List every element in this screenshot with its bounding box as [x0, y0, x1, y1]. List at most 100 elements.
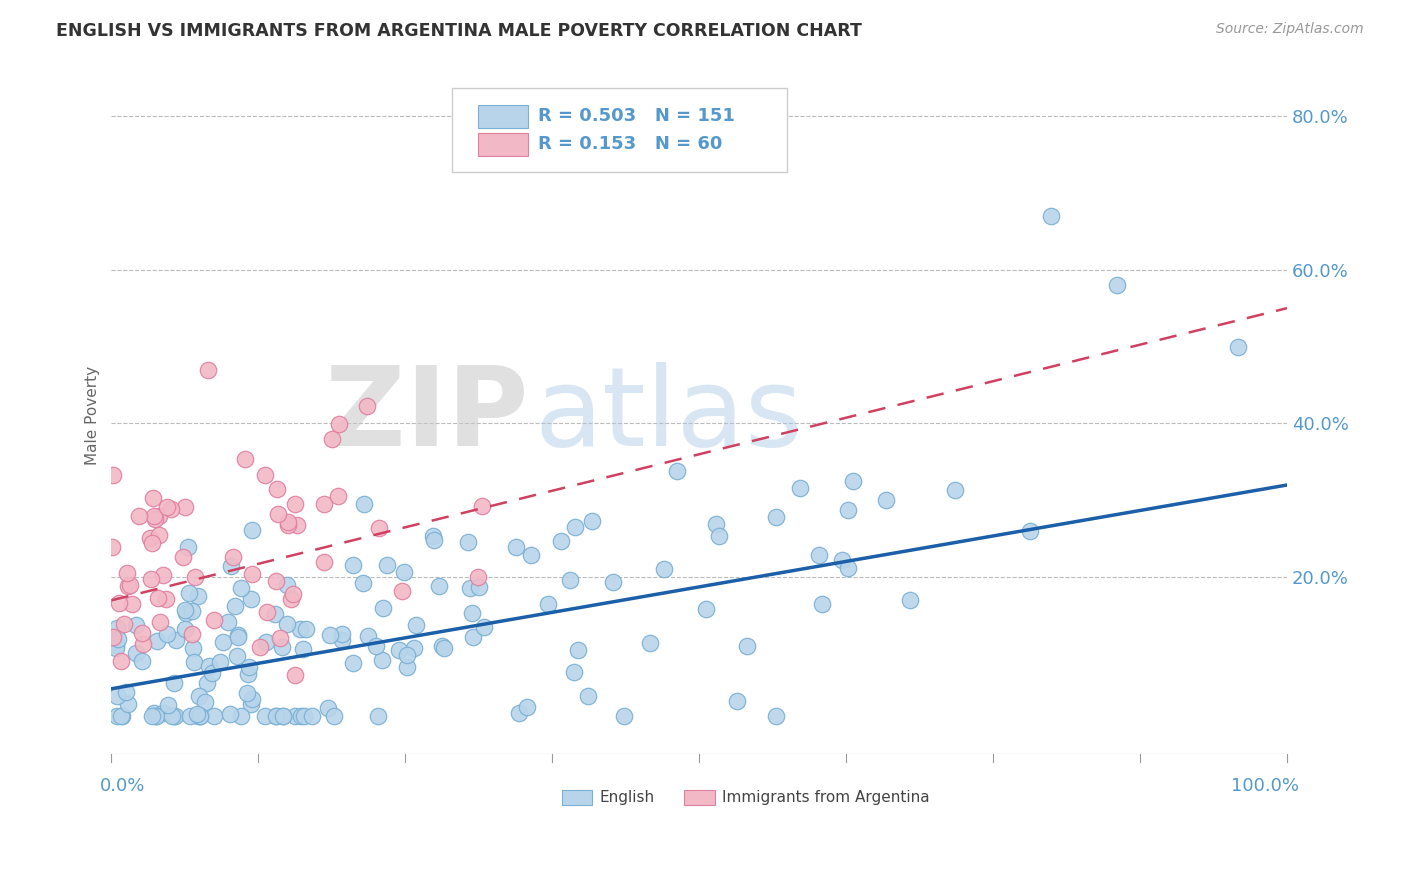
Point — [105, 621, 128, 635]
Point — [765, 509, 787, 524]
Point — [704, 517, 727, 532]
Point — [142, 491, 165, 506]
Point — [173, 500, 195, 514]
Point — [174, 622, 197, 636]
Point — [184, 570, 207, 584]
Point — [457, 534, 479, 549]
Text: English: English — [599, 790, 654, 805]
Point — [366, 639, 388, 653]
Point — [211, 635, 233, 649]
Point — [319, 628, 342, 642]
Point — [145, 634, 167, 648]
Point — [209, 655, 232, 669]
Point — [110, 654, 132, 668]
Point — [115, 685, 138, 699]
Point — [266, 482, 288, 496]
Point — [218, 615, 240, 630]
Point — [808, 548, 831, 562]
Point — [284, 497, 307, 511]
Point — [101, 630, 124, 644]
Point — [131, 654, 153, 668]
Point — [375, 558, 398, 573]
Point — [183, 656, 205, 670]
Point — [174, 606, 197, 620]
Point — [172, 549, 194, 564]
Point — [131, 626, 153, 640]
Point — [460, 582, 482, 596]
Point — [105, 708, 128, 723]
Point — [176, 541, 198, 555]
Point — [226, 627, 249, 641]
Point — [321, 432, 343, 446]
Point — [301, 708, 323, 723]
Point — [652, 562, 675, 576]
Point — [110, 708, 132, 723]
Point — [474, 620, 496, 634]
Point — [124, 647, 146, 661]
Point — [1227, 340, 1250, 354]
Point — [898, 593, 921, 607]
Point — [581, 514, 603, 528]
Point — [188, 708, 211, 723]
Point — [841, 474, 863, 488]
Point — [141, 536, 163, 550]
Point — [105, 638, 128, 652]
Point — [240, 592, 263, 607]
Point — [367, 708, 389, 723]
Point — [173, 603, 195, 617]
Point — [550, 533, 572, 548]
Point — [564, 520, 586, 534]
Point — [326, 489, 349, 503]
Point — [181, 604, 204, 618]
Point — [558, 573, 581, 587]
Point — [837, 561, 859, 575]
Point — [789, 481, 811, 495]
Point — [707, 529, 730, 543]
Point — [430, 640, 453, 654]
Point — [256, 605, 278, 619]
Point — [112, 617, 135, 632]
Point — [461, 606, 484, 620]
Point — [516, 699, 538, 714]
Point — [240, 523, 263, 537]
Point — [156, 500, 179, 514]
Point — [388, 643, 411, 657]
Point — [141, 708, 163, 723]
Point — [156, 627, 179, 641]
Point — [811, 597, 834, 611]
Point — [576, 689, 599, 703]
Point — [725, 694, 748, 708]
Point — [332, 632, 354, 647]
Point — [284, 668, 307, 682]
Point — [128, 508, 150, 523]
Point — [394, 565, 416, 579]
Point — [264, 708, 287, 723]
Point — [295, 622, 318, 636]
Point — [240, 697, 263, 711]
Point — [371, 653, 394, 667]
Point — [121, 597, 143, 611]
Point — [356, 400, 378, 414]
Point — [562, 665, 585, 679]
Point — [765, 708, 787, 723]
Point — [240, 566, 263, 581]
Point — [236, 666, 259, 681]
Point — [943, 483, 966, 498]
Point — [422, 533, 444, 547]
Point — [330, 627, 353, 641]
Point — [391, 584, 413, 599]
Point — [254, 468, 277, 483]
Point — [404, 640, 426, 655]
Point — [342, 558, 364, 572]
Point — [368, 521, 391, 535]
Point — [202, 708, 225, 723]
Point — [111, 708, 134, 723]
Point — [613, 708, 636, 723]
Point — [187, 589, 209, 603]
Point — [202, 613, 225, 627]
Point — [225, 648, 247, 663]
Point — [735, 640, 758, 654]
Point — [218, 707, 240, 722]
Point — [145, 708, 167, 723]
Point — [162, 708, 184, 723]
